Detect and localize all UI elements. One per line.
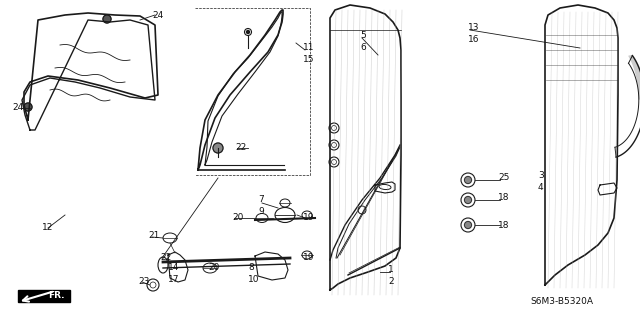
Circle shape xyxy=(213,143,223,153)
Text: 23: 23 xyxy=(138,278,149,286)
Text: 19: 19 xyxy=(303,254,314,263)
Text: 7: 7 xyxy=(258,196,264,204)
Circle shape xyxy=(465,176,472,183)
Text: 20: 20 xyxy=(232,213,243,222)
Text: 2: 2 xyxy=(388,278,394,286)
Text: 9: 9 xyxy=(258,207,264,217)
Text: 10: 10 xyxy=(248,276,259,285)
Text: 16: 16 xyxy=(468,35,479,44)
Text: 12: 12 xyxy=(42,224,53,233)
Polygon shape xyxy=(18,290,70,302)
Text: FR.: FR. xyxy=(48,291,65,300)
Text: 20: 20 xyxy=(208,263,220,272)
Circle shape xyxy=(465,197,472,204)
Text: 13: 13 xyxy=(468,24,479,33)
Text: 22: 22 xyxy=(235,144,246,152)
Text: 24: 24 xyxy=(12,103,23,113)
Text: 15: 15 xyxy=(303,55,314,63)
Text: 14: 14 xyxy=(168,263,179,272)
Text: 18: 18 xyxy=(498,194,509,203)
Text: 11: 11 xyxy=(303,42,314,51)
Text: 8: 8 xyxy=(248,263,253,272)
Text: 1: 1 xyxy=(388,265,394,275)
Text: 17: 17 xyxy=(168,276,179,285)
Text: 24: 24 xyxy=(152,11,163,19)
Text: 4: 4 xyxy=(538,182,543,191)
Circle shape xyxy=(465,221,472,228)
Text: 22: 22 xyxy=(160,254,172,263)
Text: 3: 3 xyxy=(538,170,544,180)
Text: 6: 6 xyxy=(360,42,365,51)
Text: 25: 25 xyxy=(498,174,509,182)
Text: S6M3-B5320A: S6M3-B5320A xyxy=(530,298,593,307)
Text: 5: 5 xyxy=(360,31,365,40)
Text: 19: 19 xyxy=(303,212,314,221)
Text: 21: 21 xyxy=(148,231,159,240)
Circle shape xyxy=(24,103,32,111)
Circle shape xyxy=(103,15,111,23)
Circle shape xyxy=(246,31,250,33)
Text: 18: 18 xyxy=(498,220,509,229)
